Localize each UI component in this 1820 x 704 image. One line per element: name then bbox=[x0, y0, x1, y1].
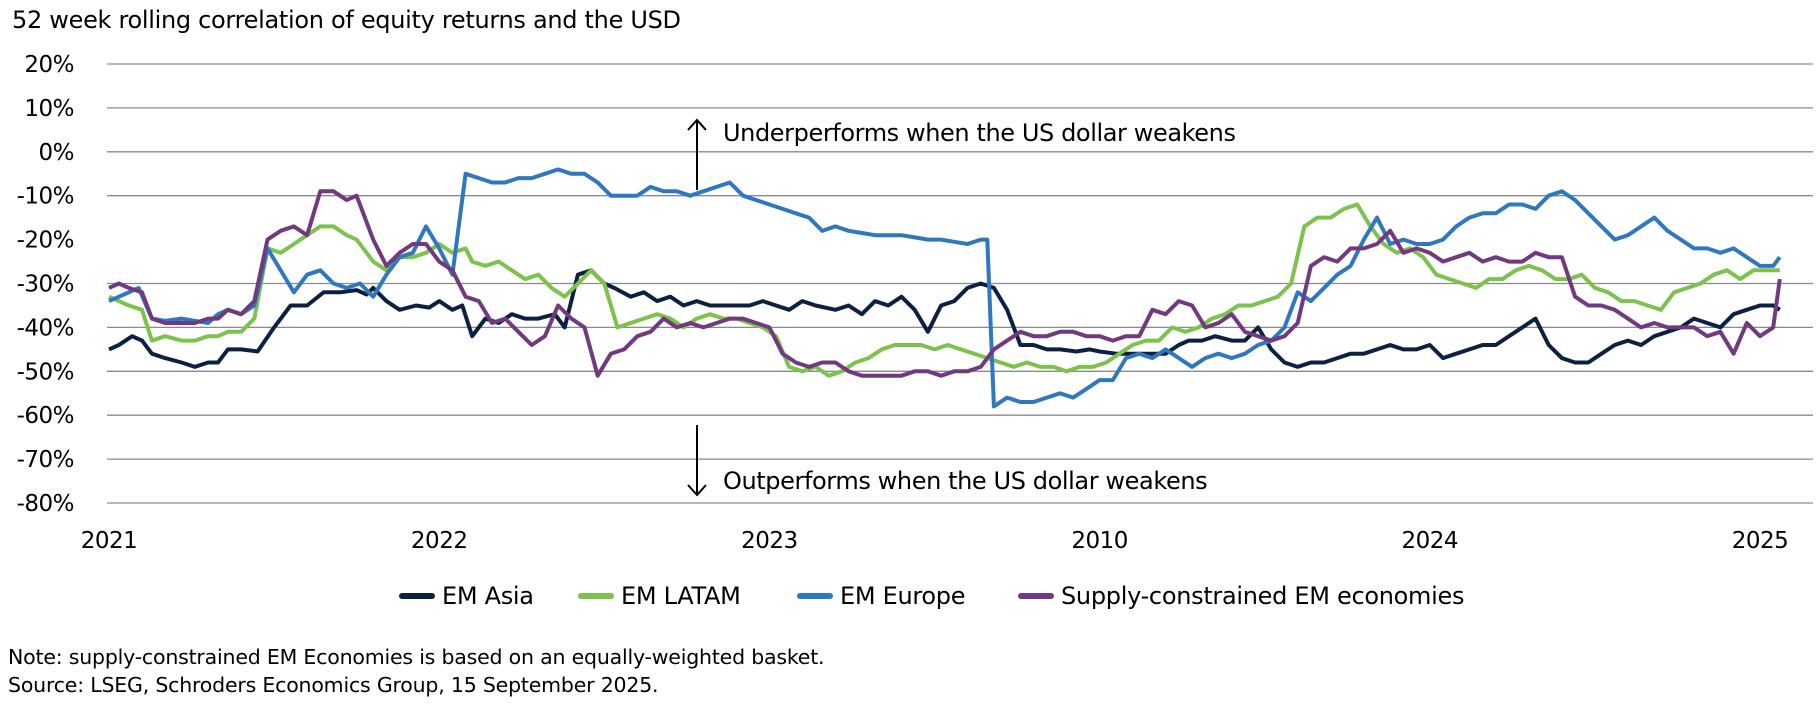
legend-swatch-em-europe bbox=[797, 593, 833, 599]
series-lines bbox=[108, 167, 1782, 409]
y-tick-label: 20% bbox=[24, 52, 74, 78]
legend-swatch-em-asia bbox=[399, 593, 435, 599]
chart-legend: EM Asia EM LATAM EM Europe Supply-constr… bbox=[0, 580, 1820, 612]
y-tick-label: -70% bbox=[17, 447, 74, 473]
y-tick-label: -10% bbox=[17, 184, 74, 210]
series-line-em-europe bbox=[108, 167, 1782, 409]
series-line-em-latam bbox=[108, 202, 1780, 378]
x-tick-label: 2021 bbox=[81, 528, 138, 554]
legend-swatch-supply-constrained bbox=[1018, 593, 1054, 599]
x-tick-label: 2024 bbox=[1402, 528, 1459, 554]
legend-item-em-europe: EM Europe bbox=[797, 580, 966, 612]
y-tick-label: -60% bbox=[17, 403, 74, 429]
down-arrow-icon bbox=[687, 484, 707, 497]
legend-label: EM LATAM bbox=[621, 582, 741, 610]
x-axis-tick-labels: 2021 2022 2023 2010 2024 2025 bbox=[81, 528, 1789, 554]
footnote: Note: supply-constrained EM Economies is… bbox=[8, 645, 825, 669]
y-tick-label: 0% bbox=[39, 140, 75, 166]
y-tick-label: -40% bbox=[17, 315, 74, 341]
x-tick-label: 2023 bbox=[741, 528, 798, 554]
legend-label: EM Asia bbox=[442, 582, 534, 610]
chart-title: 52 week rolling correlation of equity re… bbox=[12, 6, 681, 34]
y-tick-label: -80% bbox=[17, 491, 74, 517]
annotation-outperforms: Outperforms when the US dollar weakens bbox=[723, 467, 1207, 495]
y-tick-label: -20% bbox=[17, 228, 74, 254]
annotation-underperforms: Underperforms when the US dollar weakens bbox=[723, 119, 1236, 147]
x-tick-label: 2025 bbox=[1732, 528, 1789, 554]
legend-label: EM Europe bbox=[840, 582, 966, 610]
y-tick-label: -50% bbox=[17, 359, 74, 385]
x-tick-label: 2010 bbox=[1071, 528, 1128, 554]
up-arrow-icon bbox=[687, 118, 707, 131]
series-line-em-asia bbox=[108, 268, 1781, 369]
legend-item-supply-constrained: Supply-constrained EM economies bbox=[1018, 580, 1464, 612]
y-tick-label: 10% bbox=[24, 96, 74, 122]
y-axis-tick-labels: 20% 10% 0% -10% -20% -30% -40% -50% -60% -70% -80% bbox=[17, 52, 75, 517]
annotations: Underperforms when the US dollar weakens… bbox=[687, 118, 1236, 497]
y-tick-label: -30% bbox=[17, 272, 74, 298]
legend-item-em-asia: EM Asia bbox=[399, 580, 534, 612]
legend-item-em-latam: EM LATAM bbox=[578, 580, 741, 612]
legend-label: Supply-constrained EM economies bbox=[1061, 582, 1465, 610]
legend-swatch-em-latam bbox=[578, 593, 614, 599]
series-line-supply-constrained-em-economies bbox=[108, 189, 1782, 378]
x-tick-label: 2022 bbox=[411, 528, 468, 554]
line-chart: 20% 10% 0% -10% -20% -30% -40% -50% -60% -70% -80%… bbox=[17, 52, 1813, 554]
source-note: Source: LSEG, Schroders Economics Group,… bbox=[8, 673, 659, 697]
gridlines bbox=[107, 63, 1813, 504]
